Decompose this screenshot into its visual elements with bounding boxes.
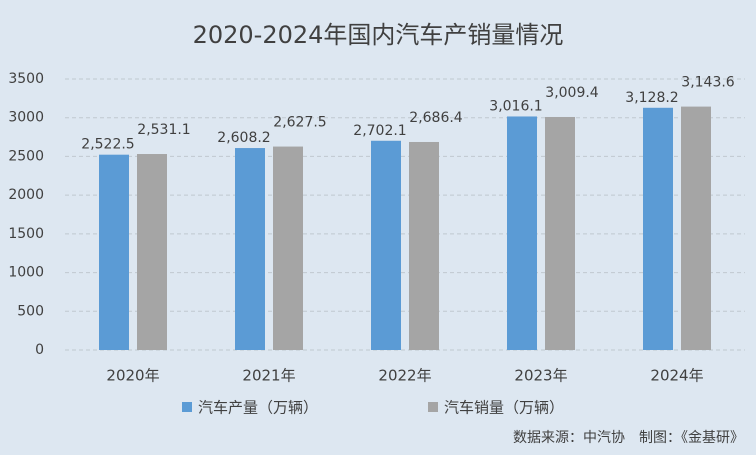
bar (99, 154, 129, 350)
data-label: 3,009.4 (545, 85, 599, 101)
data-label: 2,522.5 (81, 137, 134, 153)
y-tick-label: 2500 (8, 148, 44, 164)
y-tick-label: 0 (35, 342, 44, 358)
x-tick-label: 2024年 (650, 367, 703, 385)
bar (273, 146, 303, 350)
legend-label: 汽车销量（万辆） (444, 399, 564, 417)
y-tick-label: 3500 (8, 71, 44, 87)
data-label: 3,016.1 (489, 98, 542, 114)
data-label: 3,128.2 (625, 90, 678, 106)
y-tick-label: 1500 (8, 226, 44, 242)
bar (409, 141, 439, 350)
chart-title: 2020-2024年国内汽车产销量情况 (193, 21, 564, 49)
x-tick-label: 2022年 (378, 367, 431, 385)
legend-swatch (182, 402, 192, 412)
bar (137, 154, 167, 350)
y-tick-label: 3000 (8, 110, 44, 126)
bar (681, 106, 711, 350)
x-tick-label: 2023年 (514, 367, 567, 385)
x-tick-label: 2021年 (242, 367, 295, 385)
bar (545, 116, 575, 351)
data-label: 2,627.5 (273, 115, 326, 131)
legend-label: 汽车产量（万辆） (198, 399, 318, 417)
legend-swatch (428, 402, 438, 412)
bar (371, 140, 401, 350)
y-tick-label: 1000 (8, 265, 44, 281)
source-note: 数据来源：中汽协 制图：《金基研》 (513, 429, 744, 446)
data-label: 2,531.1 (137, 122, 190, 138)
y-tick-label: 500 (17, 303, 44, 319)
bar (507, 116, 537, 351)
data-label: 2,686.4 (409, 110, 463, 126)
data-label: 2,702.1 (353, 123, 406, 139)
bar (643, 107, 673, 351)
data-label: 3,143.6 (681, 75, 735, 91)
data-label: 2,608.2 (217, 130, 270, 146)
x-tick-label: 2020年 (106, 367, 159, 385)
y-tick-label: 2000 (8, 187, 44, 203)
bar (235, 148, 265, 350)
